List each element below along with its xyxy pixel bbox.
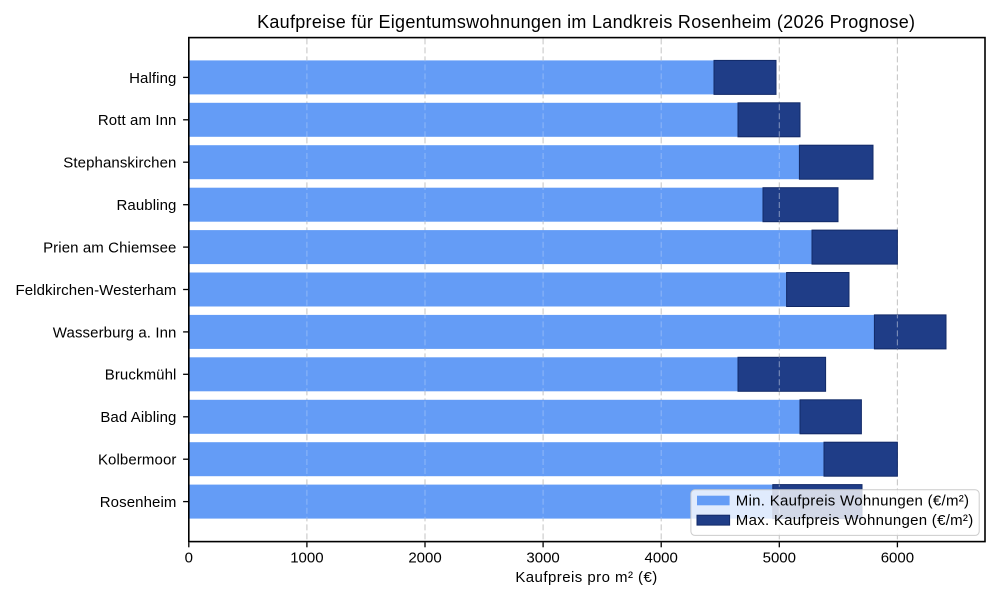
svg-text:0: 0 — [185, 549, 193, 566]
svg-text:Rosenheim: Rosenheim — [100, 494, 177, 511]
svg-text:Bruckmühl: Bruckmühl — [105, 367, 177, 384]
svg-text:Rott am Inn: Rott am Inn — [98, 112, 177, 129]
svg-text:Min. Kaufpreis Wohnungen (€/m²: Min. Kaufpreis Wohnungen (€/m²) — [736, 492, 970, 509]
svg-text:Feldkirchen-Westerham: Feldkirchen-Westerham — [15, 282, 176, 299]
svg-text:Kolbermoor: Kolbermoor — [98, 452, 177, 469]
svg-text:Stephanskirchen: Stephanskirchen — [63, 155, 176, 172]
svg-text:1000: 1000 — [290, 549, 323, 566]
svg-text:5000: 5000 — [763, 549, 796, 566]
svg-text:Prien am Chiemsee: Prien am Chiemsee — [43, 240, 176, 257]
svg-text:Raubling: Raubling — [116, 197, 176, 214]
svg-text:Halfing: Halfing — [129, 70, 176, 87]
svg-text:Kaufpreis pro m² (€): Kaufpreis pro m² (€) — [515, 569, 657, 586]
svg-text:Bad Aibling: Bad Aibling — [100, 409, 176, 426]
svg-text:Max. Kaufpreis Wohnungen (€/m²: Max. Kaufpreis Wohnungen (€/m²) — [736, 512, 974, 529]
svg-text:Kaufpreise für Eigentumswohnun: Kaufpreise für Eigentumswohnungen im Lan… — [257, 12, 915, 32]
svg-text:Wasserburg a. Inn: Wasserburg a. Inn — [53, 324, 177, 341]
svg-text:4000: 4000 — [645, 549, 678, 566]
svg-text:6000: 6000 — [881, 549, 914, 566]
svg-text:2000: 2000 — [408, 549, 441, 566]
svg-text:3000: 3000 — [526, 549, 559, 566]
